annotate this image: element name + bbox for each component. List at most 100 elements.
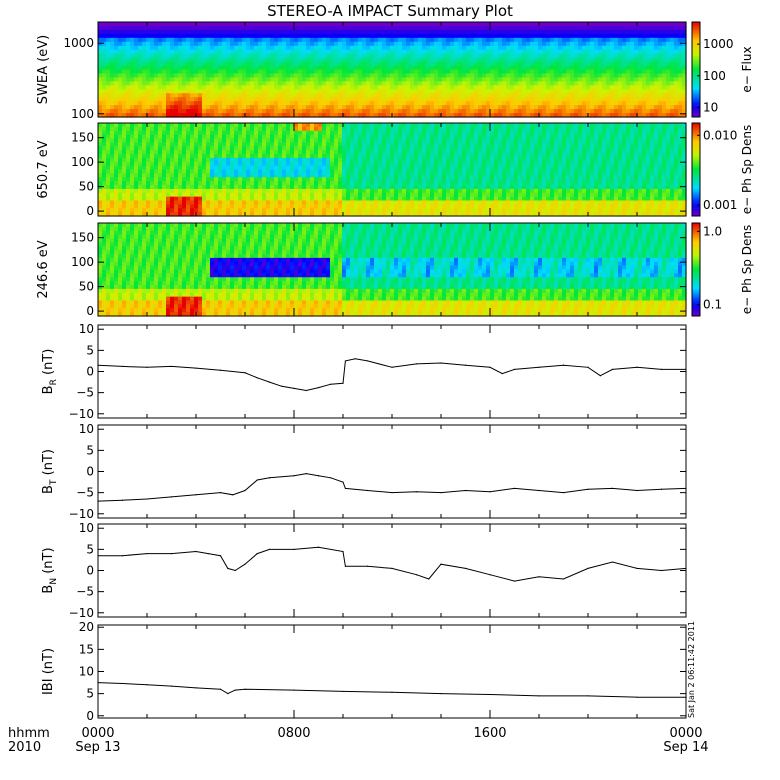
data-point	[207, 552, 209, 555]
colorbar	[691, 222, 701, 317]
y-tick-label: 10	[79, 322, 94, 336]
data-point	[195, 367, 197, 369]
data-point	[464, 567, 467, 569]
data-point	[342, 690, 344, 693]
y-tick-label: 20	[79, 620, 94, 634]
data-point	[121, 682, 124, 685]
y-tick-label: 50	[79, 180, 94, 194]
data-point	[195, 550, 197, 553]
data-point	[366, 565, 369, 567]
panel-ylabel: IBI (nT)	[41, 648, 56, 695]
x-tick-label: 1600	[473, 726, 506, 741]
colorbar-label: e− Ph Sp Dens	[740, 225, 754, 314]
data-point	[344, 565, 347, 567]
data-point	[293, 689, 295, 691]
data-point	[170, 685, 173, 687]
y-tick-label: 100	[71, 107, 94, 121]
data-point	[660, 569, 663, 572]
data-point	[268, 477, 271, 479]
y-tick-label: 0	[86, 465, 94, 479]
data-point	[219, 555, 222, 557]
data-point	[538, 576, 540, 578]
panel-ylabel: 246.6 eV	[36, 240, 51, 298]
colorbar	[691, 21, 701, 118]
data-point	[513, 487, 516, 490]
y-tick-label: 10	[79, 422, 94, 436]
data-point	[587, 366, 589, 368]
x-tick-label: 0000	[669, 726, 702, 741]
y-tick-label: −5	[76, 386, 94, 400]
data-point	[391, 366, 393, 368]
data-point	[146, 552, 148, 555]
series-line	[98, 546, 687, 582]
data-point	[489, 491, 491, 493]
data-point	[440, 563, 442, 565]
panel-frame	[97, 424, 687, 519]
data-point	[685, 696, 687, 698]
data-point	[170, 552, 173, 555]
data-point	[599, 375, 601, 377]
data-point	[342, 550, 344, 553]
data-point	[538, 489, 540, 492]
panel-ylabel: BN (nT)	[41, 547, 59, 593]
y-tick-label: 10	[79, 665, 94, 679]
data-point	[685, 368, 687, 370]
colorbar	[691, 122, 701, 217]
data-point	[685, 487, 687, 490]
data-point	[415, 574, 418, 576]
data-point	[344, 360, 347, 362]
data-point	[97, 555, 99, 557]
y-tick-label: 10	[79, 521, 94, 535]
data-point	[227, 567, 229, 569]
data-point	[195, 687, 197, 689]
data-point	[440, 492, 442, 494]
data-point	[234, 569, 236, 572]
data-point	[256, 552, 258, 555]
panel-4: −10 −5 0 5 10 BT (nT)	[41, 422, 687, 521]
data-point	[440, 362, 442, 364]
data-point	[513, 580, 516, 582]
panel-3: −10 −5 0 5 10 BR (nT)	[41, 322, 687, 421]
data-point	[611, 561, 614, 563]
data-point	[587, 488, 589, 490]
data-point	[611, 487, 614, 490]
y-tick-label: 5	[86, 343, 94, 357]
y-tick-label: 150	[71, 131, 94, 145]
data-point	[244, 372, 246, 374]
data-point	[391, 691, 393, 693]
colorbar-tick-label: 1000	[703, 37, 734, 51]
data-point	[538, 366, 540, 368]
y-tick-label: −10	[69, 606, 94, 620]
data-point	[244, 688, 246, 690]
panel-5: −10 −5 0 5 10 BN (nT)	[41, 521, 687, 620]
data-point	[489, 693, 491, 696]
data-point	[317, 475, 320, 477]
colorbar-tick-label: 1.0	[703, 224, 722, 238]
colorbar-label: e− Ph Sp Dens	[740, 125, 754, 214]
y-tick-label: −5	[76, 486, 94, 500]
data-point	[344, 487, 347, 490]
data-point	[538, 695, 540, 697]
y-tick-label: 0	[86, 709, 94, 723]
data-point	[489, 366, 491, 368]
data-point	[97, 681, 99, 684]
data-point	[234, 689, 236, 691]
data-point	[268, 548, 271, 550]
y-tick-label: 0	[86, 365, 94, 379]
panel-0: 100 1000 SWEA (eV) 10 100 1000 e− Flux	[36, 21, 754, 121]
data-point	[391, 492, 393, 494]
data-point	[232, 494, 234, 496]
data-point	[587, 567, 589, 569]
colorbar-tick-label: 10	[703, 100, 718, 114]
data-point	[342, 481, 344, 483]
y-tick-label: 5	[86, 443, 94, 457]
panel-ylabel: BT (nT)	[41, 449, 59, 494]
y-tick-label: 0	[86, 564, 94, 578]
data-point	[305, 389, 307, 392]
data-point	[317, 386, 320, 389]
series-line	[97, 473, 687, 502]
data-point	[195, 494, 197, 496]
data-point	[354, 358, 356, 360]
data-point	[366, 489, 369, 492]
series-line	[97, 358, 686, 392]
